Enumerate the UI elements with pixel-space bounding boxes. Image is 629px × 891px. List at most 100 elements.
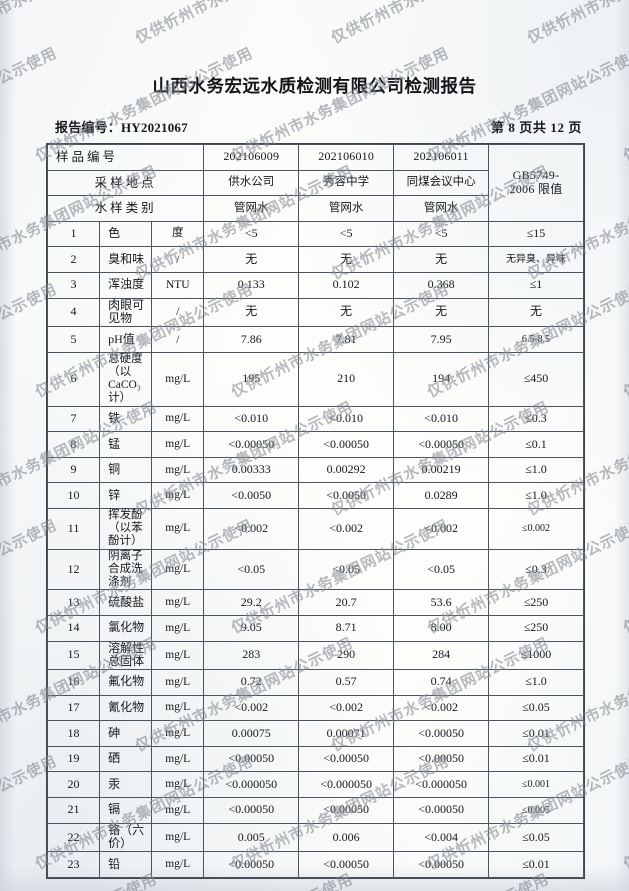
table-row: 3 浑浊度 NTU 0.133 0.102 0.368 ≤1	[46, 271, 584, 299]
unit: mg/L	[151, 589, 205, 616]
table-row: 14 氯化物 mg/L 9.05 8.71 8.00 ≤250	[46, 614, 584, 642]
standard-header-line1: GB5749-	[512, 168, 560, 183]
value-sample-1: 无	[203, 246, 300, 273]
value-sample-3: <5	[393, 220, 490, 248]
standard-header-line2: 2006 限值	[509, 181, 563, 196]
value-sample-2: 7.81	[298, 326, 395, 353]
row-index: 21	[46, 797, 101, 824]
value-sample-1: 283	[203, 640, 300, 671]
table-row: 7 铁 mg/L <0.010 <0.010 <0.010 ≤0.3	[46, 405, 584, 433]
value-sample-3: <0.002	[393, 508, 490, 550]
row-index: 14	[46, 614, 101, 642]
value-sample-2: <0.000050	[298, 771, 395, 799]
row-index: 11	[46, 508, 101, 550]
row-index: 22	[46, 822, 101, 853]
row-index: 7	[46, 405, 101, 433]
row-index: 10	[46, 482, 101, 509]
value-sample-3: <0.00050	[393, 851, 490, 878]
value-sample-1: <0.010	[203, 405, 300, 433]
row-index: 20	[46, 771, 101, 799]
page-number: 第 8 页共 12 页	[490, 120, 582, 135]
unit: mg/L	[151, 720, 205, 747]
value-sample-1: 0.72	[203, 669, 300, 696]
parameter-name: 溶解性总固体	[99, 640, 153, 671]
row-index: 8	[46, 431, 101, 458]
value-sample-2: <0.0050	[298, 482, 395, 509]
table-row: 5 pH值/7.86 7.81 7.95 6.5-8.5	[46, 326, 584, 353]
table-row: 15 溶解性总固体 mg/L 283 290 284 ≤1000	[46, 640, 584, 671]
parameter-name: 镉	[99, 797, 153, 824]
value-sample-2: 0.102	[298, 271, 395, 299]
value-sample-1: <0.0050	[203, 482, 300, 509]
parameter-name: 色	[99, 220, 153, 248]
value-sample-2: <0.00050	[298, 797, 395, 824]
value-sample-3: 284	[393, 640, 490, 671]
standard-limit: ≤0.001	[488, 771, 584, 799]
report-number: 报告编号：HY2021067	[55, 120, 188, 135]
table-row: 4 肉眼可见物 / 无无无无	[46, 297, 584, 328]
page-title: 山西水务宏远水质检测有限公司检测报告	[152, 77, 477, 97]
row-index: 16	[46, 669, 101, 696]
table-row: 2 臭和味 / 无无无无异臭、异味	[46, 246, 584, 273]
table-row: 23 铅 mg/L <0.00050 <0.00050 <0.00050 ≤0.01	[46, 851, 584, 878]
parameter-name: 臭和味	[99, 246, 153, 273]
parameter-name: 硫酸盐	[99, 589, 153, 616]
row-index: 4	[46, 297, 101, 328]
value-sample-1: <0.002	[203, 694, 300, 722]
standard-limit: ≤0.05	[488, 694, 584, 722]
value-sample-2: 0.57	[298, 669, 395, 696]
sampling-site-2: 秀容中学	[298, 169, 395, 197]
unit: mg/L	[151, 771, 205, 799]
table-row: 11 挥发酚（以苯酚计） mg/L <0.002 <0.002 <0.002 ≤0.002	[46, 508, 584, 550]
standard-limit: ≤450	[488, 351, 584, 407]
row-index: 18	[46, 720, 101, 747]
table-row: 17 氰化物 mg/L <0.002 <0.002 <0.002 ≤0.05	[46, 694, 584, 722]
value-sample-2: 0.006	[298, 822, 395, 853]
standard-limit: ≤0.3	[488, 405, 584, 433]
parameter-name: 氰化物	[99, 694, 153, 722]
parameter-name: 锰	[99, 431, 153, 458]
standard-limit: ≤0.01	[488, 720, 584, 747]
header-label-sampling-site: 采样地点	[46, 169, 205, 197]
table-row: 9 铜 mg/L 0.00333 0.00292 0.00219 ≤1.0	[46, 456, 584, 484]
value-sample-3: <0.00050	[393, 431, 490, 458]
parameter-name: 肉眼可见物	[99, 297, 153, 328]
value-sample-3: 8.00	[393, 614, 490, 642]
value-sample-2: <0.00050	[298, 851, 395, 878]
table-row: 12 阴离子合成洗涤剂 mg/L <0.05 <0.05 <0.05 ≤0.3	[46, 548, 584, 591]
row-index: 23	[46, 851, 101, 878]
unit: NTU	[151, 271, 205, 299]
value-sample-1: <5	[203, 220, 300, 248]
unit: mg/L	[151, 548, 205, 591]
standard-limit: 6.5-8.5	[488, 326, 584, 353]
header-label-sample-no: 样品编号	[46, 144, 205, 171]
standard-header: GB5749- 2006 限值	[488, 144, 584, 222]
standard-limit: ≤250	[488, 589, 584, 616]
standard-limit: ≤1	[488, 271, 584, 299]
table-row: 22 铬（六价） mg/L 0.005 0.006 <0.004 ≤0.05	[46, 822, 584, 853]
value-sample-1: 0.133	[203, 271, 300, 299]
row-index: 1	[46, 220, 101, 248]
water-type-2: 管网水	[298, 195, 395, 222]
row-index: 17	[46, 694, 101, 722]
value-sample-1: 0.00075	[203, 720, 300, 747]
parameter-name: 铜	[99, 456, 153, 484]
value-sample-1: <0.00050	[203, 797, 300, 824]
value-sample-3: 0.0289	[393, 482, 490, 509]
value-sample-2: 0.00292	[298, 456, 395, 484]
sampling-site-3: 同煤会议中心	[393, 169, 490, 197]
value-sample-3: <0.004	[393, 822, 490, 853]
value-sample-3: <0.010	[393, 405, 490, 433]
water-type-3: 管网水	[393, 195, 490, 222]
value-sample-3: 194	[393, 351, 490, 407]
table-row: 8 锰 mg/L <0.00050 <0.00050 <0.00050 ≤0.1	[46, 431, 584, 458]
unit: mg/L	[151, 508, 205, 550]
value-sample-1: 29.2	[203, 589, 300, 616]
value-sample-1: <0.05	[203, 548, 300, 591]
unit: mg/L	[151, 614, 205, 642]
value-sample-2: <0.002	[298, 694, 395, 722]
standard-limit: ≤1.0	[488, 669, 584, 696]
value-sample-2: 210	[298, 351, 395, 407]
value-sample-1: 7.86	[203, 326, 300, 353]
value-sample-3: 无	[393, 297, 490, 328]
